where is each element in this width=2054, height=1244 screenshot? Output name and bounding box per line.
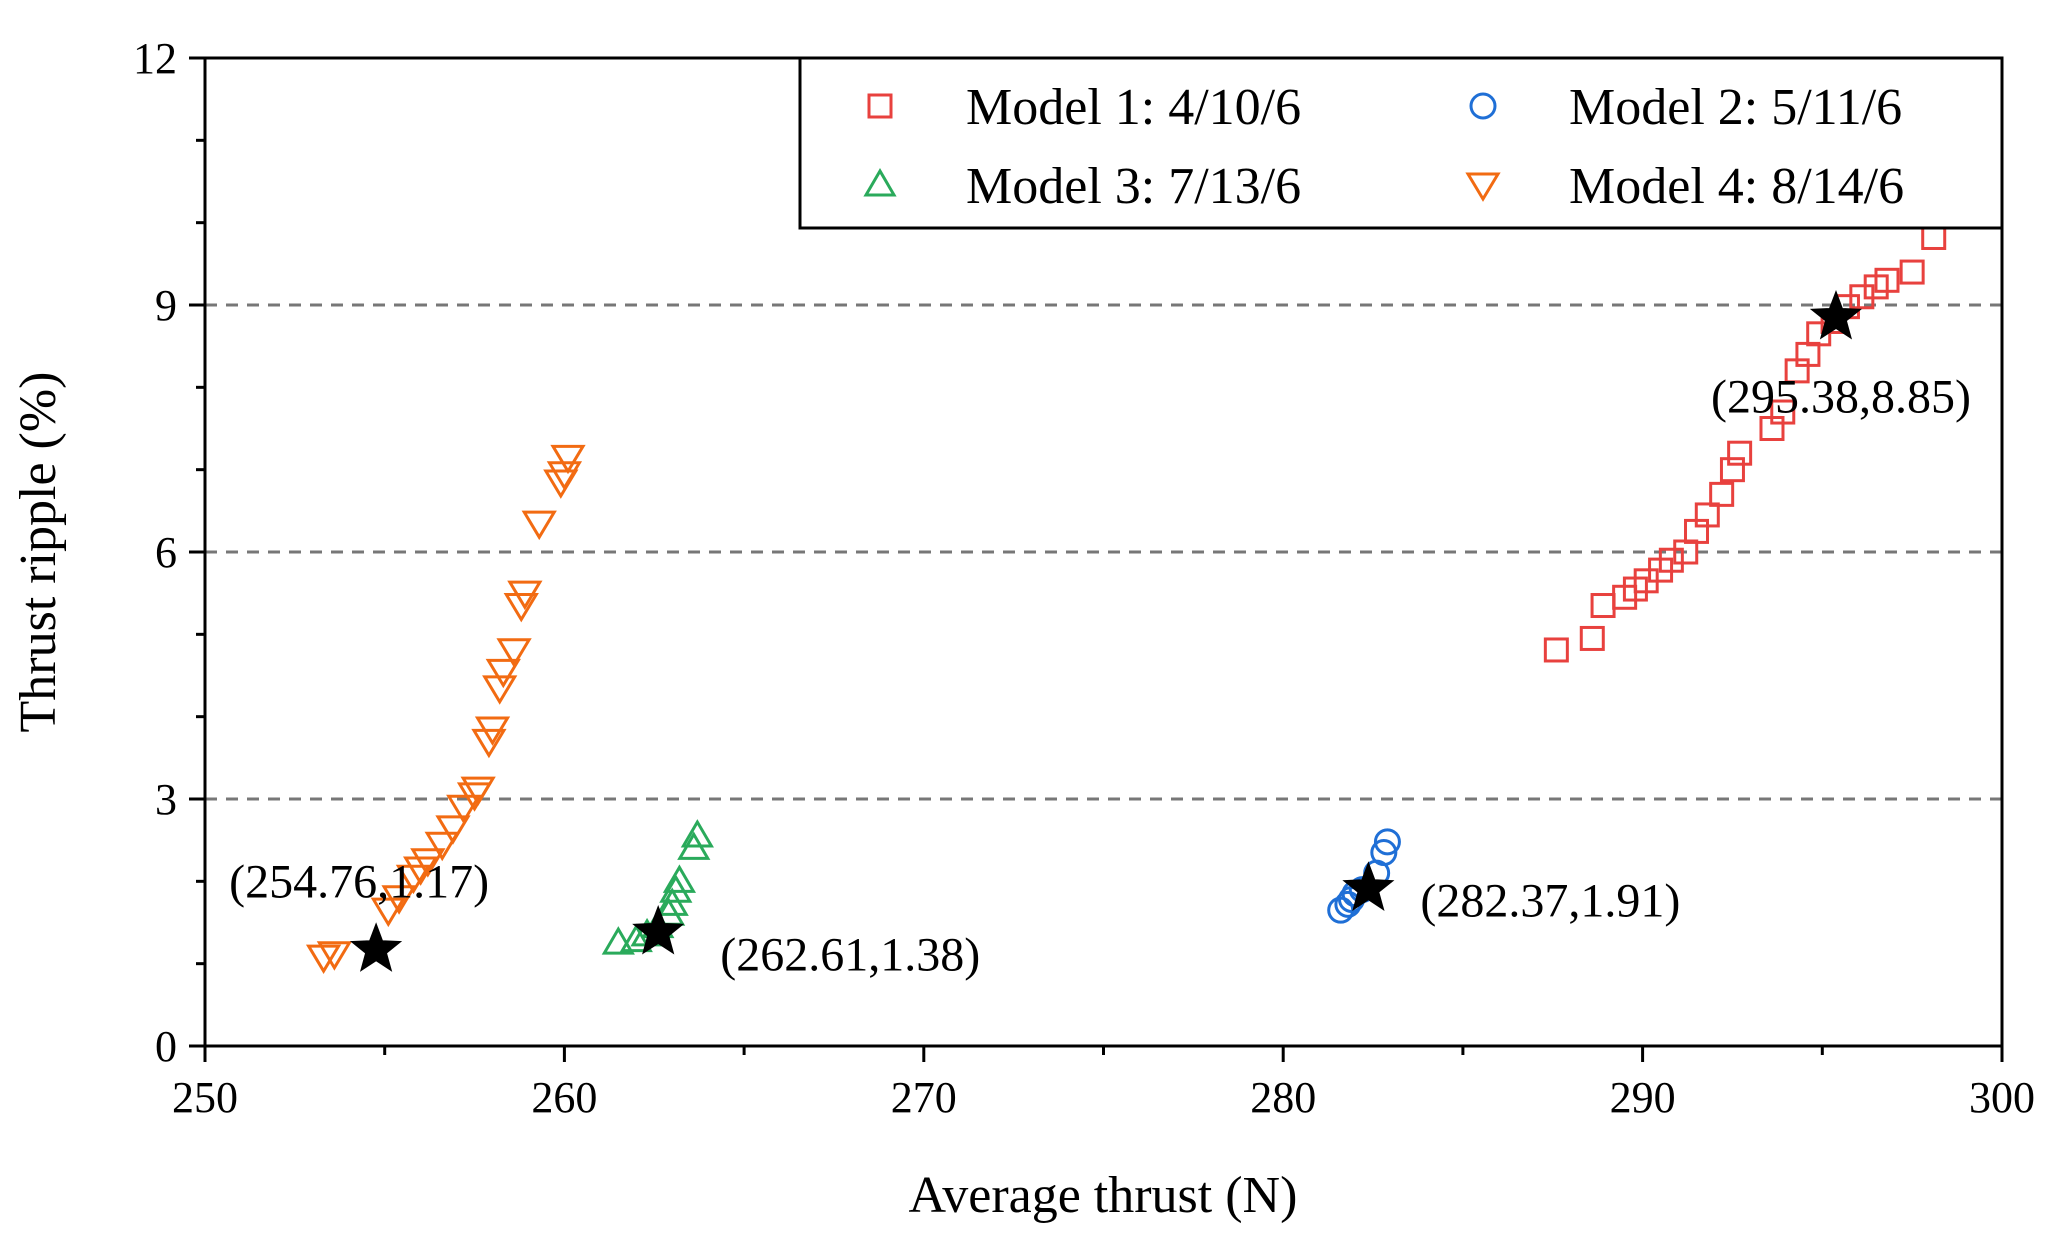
model-4-point	[474, 716, 511, 746]
model-3-point	[659, 874, 693, 903]
model-4-point	[424, 831, 460, 862]
series-model-4	[305, 444, 586, 974]
model-4-point	[395, 864, 432, 895]
highlight-label: (254.76,1.17)	[229, 856, 489, 909]
model-1-point	[1658, 547, 1684, 573]
model-1-point	[1719, 457, 1745, 483]
legend: Model 1: 4/10/6 Model 2: 5/11/6 Model 3: 7…	[798, 56, 2004, 230]
legend-marker	[863, 168, 897, 197]
legend-label: Model 3: 7/13/6	[966, 158, 1301, 215]
model-4-point	[507, 580, 543, 611]
x-axis-title: Average thrust (N)	[909, 1167, 1298, 1224]
model-4-point	[435, 815, 471, 845]
model-4-point	[496, 638, 532, 668]
model-1-point	[1770, 399, 1796, 425]
model-3-point	[601, 926, 635, 955]
x-tick-label: 290	[1610, 1073, 1676, 1122]
highlight-star	[349, 922, 403, 972]
model-1-point	[1579, 625, 1605, 651]
x-tick-label: 280	[1250, 1073, 1316, 1122]
model-2-point	[1373, 828, 1401, 856]
y-axis-title: Thrust ripple (%)	[10, 371, 67, 732]
highlight-star	[1809, 289, 1863, 340]
model-1-point	[1921, 224, 1947, 250]
legend-marker	[867, 93, 893, 119]
model-4-point	[521, 510, 557, 541]
series-model-1	[1543, 224, 1947, 663]
model-4-point	[381, 885, 417, 915]
highlight-star	[1342, 861, 1395, 911]
model-3-point	[619, 923, 653, 953]
model-2-point	[1370, 839, 1398, 867]
model-4-point	[460, 776, 496, 807]
model-4-point	[316, 941, 353, 971]
model-1-point	[1590, 593, 1616, 619]
model-4-point	[503, 593, 539, 623]
model-4-point	[485, 658, 521, 689]
highlight-label: (262.61,1.38)	[720, 928, 980, 981]
model-4-point	[305, 944, 342, 974]
y-tick-label: 3	[155, 775, 177, 824]
highlight-points: (295.38,8.85) (282.37,1.91) (262.61,1.38) (…	[229, 289, 1971, 981]
model-4-point	[402, 856, 439, 886]
gridlines	[205, 303, 2002, 801]
legend-box	[798, 56, 2004, 230]
model-1-point	[1694, 502, 1720, 528]
y-tick-label: 12	[133, 34, 177, 83]
y-tick-label: 0	[155, 1022, 177, 1071]
x-tick-label: 270	[891, 1073, 957, 1122]
highlight-label: (282.37,1.91)	[1420, 875, 1680, 928]
model-4-point	[471, 728, 507, 759]
legend-marker	[1465, 172, 1501, 202]
model-1-point	[1709, 481, 1735, 507]
legend-label: Model 2: 5/11/6	[1569, 79, 1902, 136]
x-tick-label: 250	[172, 1073, 238, 1122]
model-3-point	[680, 819, 714, 848]
highlight-label: (295.38,8.85)	[1711, 370, 1971, 423]
legend-label: Model 1: 4/10/6	[966, 79, 1301, 136]
model-1-point	[1874, 267, 1900, 293]
highlight-star	[632, 904, 685, 955]
model-1-point	[1543, 637, 1569, 663]
x-tick-label: 260	[531, 1073, 597, 1122]
legend-marker	[1469, 92, 1497, 120]
model-1-point	[1727, 440, 1753, 466]
y-tick-label: 6	[155, 528, 177, 577]
model-4-point	[446, 794, 482, 825]
y-tick-label: 9	[155, 281, 177, 330]
model-4-point	[370, 897, 406, 928]
model-1-point	[1899, 259, 1925, 285]
model-4-point	[410, 848, 446, 878]
x-tick-label: 300	[1969, 1073, 2035, 1122]
model-4-point	[550, 444, 586, 475]
legend-label: Model 4: 8/14/6	[1569, 158, 1904, 215]
data-series	[305, 224, 1947, 974]
model-3-point	[662, 864, 697, 893]
